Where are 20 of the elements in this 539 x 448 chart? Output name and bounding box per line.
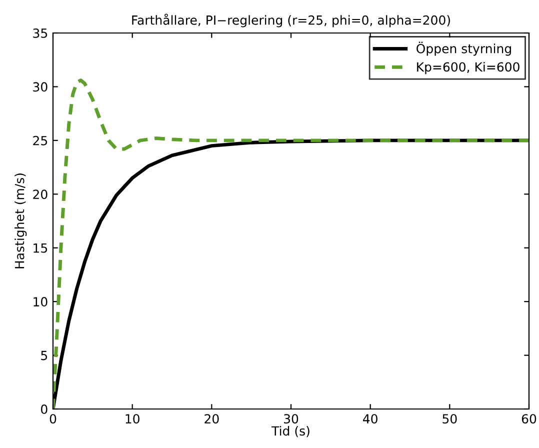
x-tick-label: 30 [284, 414, 298, 424]
x-tick-label: 40 [362, 414, 378, 424]
x-tick-label: 20 [204, 414, 219, 424]
legend-label: Öppen styrning [416, 42, 511, 56]
legend-label: Kp=600, Ki=600 [417, 62, 520, 74]
x-tick-label: 60 [522, 414, 536, 424]
x-axis-title: Tid (s) [272, 426, 310, 438]
x-tick-label: 0 [50, 414, 56, 424]
y-tick-label: 25 [33, 136, 48, 146]
y-tick-label: 30 [33, 82, 48, 92]
y-tick-label: 35 [33, 28, 48, 38]
y-tick-label: 5 [41, 350, 48, 360]
y-axis-title: Hastighet (m/s) [14, 174, 27, 268]
y-tick-label: 20 [33, 190, 48, 200]
y-tick-label: 0 [41, 404, 48, 414]
y-tick-label: 10 [34, 297, 48, 306]
chart-title: Farthållare, PI−reglering (r=25, phi=0, alpha=200) [132, 14, 450, 28]
x-tick-label: 50 [442, 414, 457, 424]
y-tick-label: 15 [34, 243, 48, 253]
x-tick-label: 10 [126, 414, 140, 424]
